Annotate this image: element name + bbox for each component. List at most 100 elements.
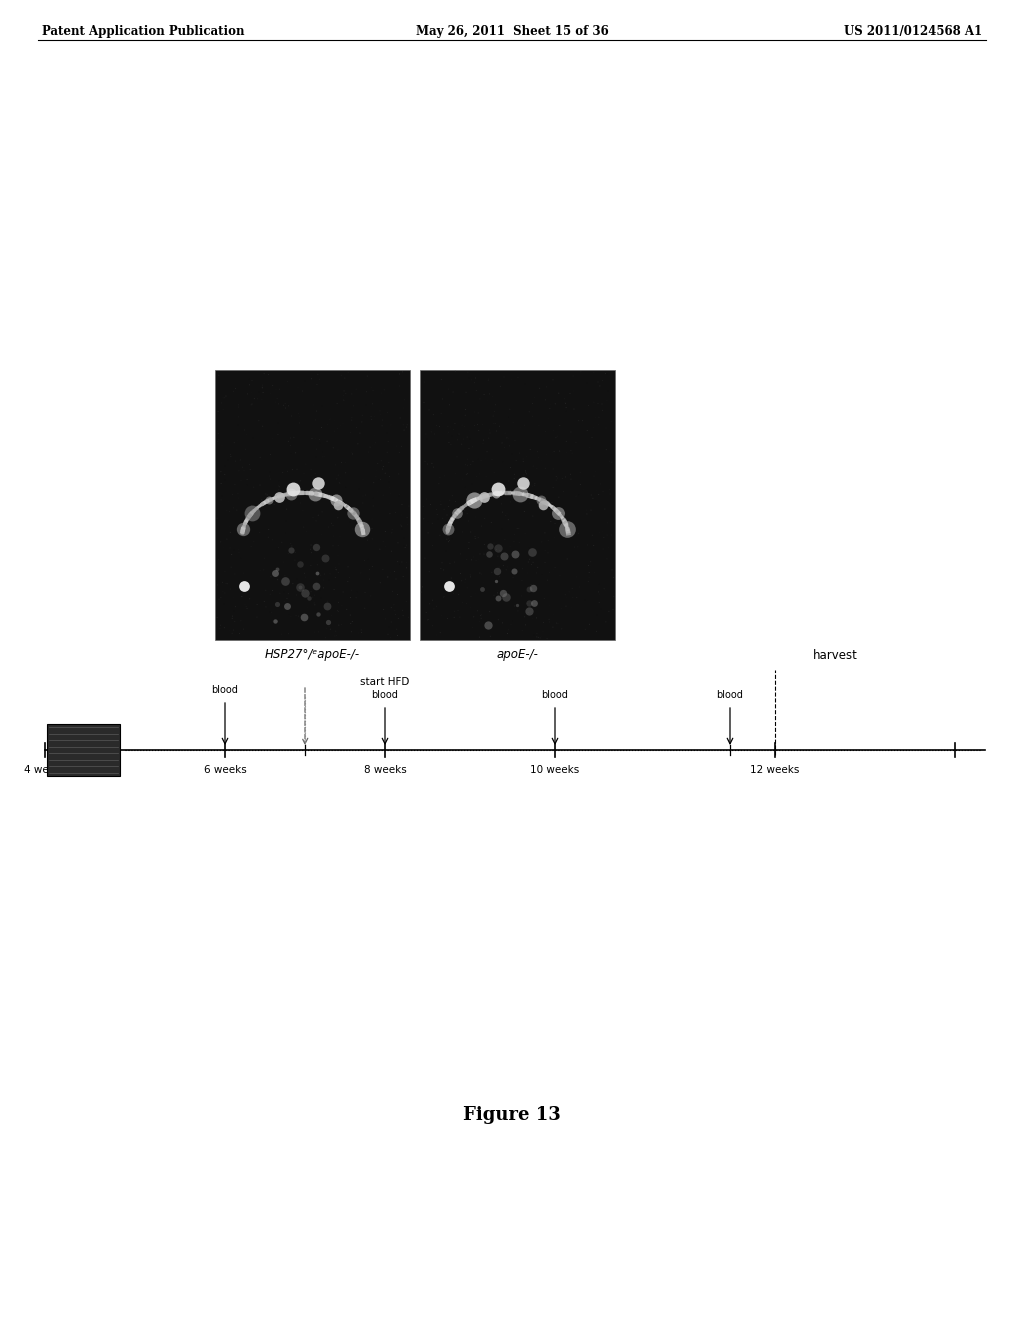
Point xyxy=(322,564,338,585)
Point xyxy=(562,463,579,484)
Point xyxy=(542,397,558,418)
Point xyxy=(464,474,480,495)
Point xyxy=(328,624,344,645)
Point xyxy=(454,570,470,591)
Point xyxy=(581,566,597,587)
Point xyxy=(496,367,512,388)
Point xyxy=(387,517,403,539)
Point xyxy=(241,388,257,409)
Point xyxy=(308,536,325,557)
Point xyxy=(268,470,285,491)
Point xyxy=(496,556,512,577)
Point xyxy=(234,573,251,594)
Point xyxy=(557,392,573,413)
Point xyxy=(233,586,250,607)
Text: blood: blood xyxy=(212,685,239,696)
Point xyxy=(467,507,483,528)
Point xyxy=(322,409,338,430)
Point xyxy=(343,409,359,430)
Point xyxy=(343,579,359,601)
Point xyxy=(589,605,605,626)
Point xyxy=(305,483,322,504)
Point xyxy=(347,516,364,537)
Point xyxy=(256,560,272,581)
Point xyxy=(381,471,397,492)
Point xyxy=(381,466,397,487)
Point xyxy=(419,572,435,593)
Point xyxy=(525,577,542,598)
Point xyxy=(494,433,510,454)
Point xyxy=(521,549,538,570)
Point xyxy=(523,541,540,562)
Point xyxy=(215,399,231,420)
Point xyxy=(244,381,260,403)
Point xyxy=(550,467,566,488)
Point xyxy=(276,393,293,414)
Point xyxy=(262,383,279,404)
Point xyxy=(321,516,337,537)
Point xyxy=(535,620,551,642)
Point xyxy=(447,463,464,484)
Point xyxy=(258,483,274,504)
Point xyxy=(292,577,308,598)
Point xyxy=(563,469,580,490)
Point xyxy=(262,583,279,605)
Point xyxy=(444,486,461,507)
Point xyxy=(561,474,578,495)
Point xyxy=(268,379,285,400)
Point xyxy=(364,508,380,529)
Point xyxy=(473,450,489,471)
Point xyxy=(328,560,344,581)
Point xyxy=(230,539,247,560)
Point xyxy=(384,519,400,540)
Point xyxy=(340,570,356,591)
Point xyxy=(387,599,403,620)
Point xyxy=(219,375,236,396)
Point xyxy=(332,440,348,461)
Point xyxy=(595,480,611,502)
Point xyxy=(490,537,507,558)
Point xyxy=(579,420,595,441)
Point xyxy=(313,524,330,545)
Point xyxy=(528,627,545,648)
Point xyxy=(335,413,351,434)
Point xyxy=(340,556,356,577)
Point xyxy=(346,498,362,519)
Point xyxy=(303,535,319,556)
Point xyxy=(358,381,375,403)
Text: 4 weeks: 4 weeks xyxy=(24,766,67,775)
Point xyxy=(226,432,243,453)
Point xyxy=(424,432,440,453)
Point xyxy=(451,583,467,605)
Point xyxy=(597,363,613,384)
Point xyxy=(574,411,591,432)
Point xyxy=(502,536,518,557)
Point xyxy=(583,484,599,506)
Point xyxy=(335,385,351,407)
Point xyxy=(328,454,344,475)
Point xyxy=(262,444,279,465)
Point xyxy=(480,614,497,635)
Point xyxy=(375,455,391,477)
Point xyxy=(454,414,470,436)
Point xyxy=(246,495,262,516)
Point xyxy=(318,595,335,616)
Point xyxy=(264,425,281,446)
Point xyxy=(482,422,499,444)
Point xyxy=(440,531,457,552)
Point xyxy=(597,499,613,520)
Point xyxy=(258,579,274,601)
Point xyxy=(391,486,408,507)
Point xyxy=(306,593,323,614)
Point xyxy=(473,603,489,624)
Point xyxy=(506,531,522,552)
Point xyxy=(327,566,343,587)
Point xyxy=(599,548,615,569)
Point xyxy=(443,511,460,532)
Point xyxy=(227,378,244,399)
Point xyxy=(352,422,369,444)
Point xyxy=(473,516,489,537)
Point xyxy=(484,385,501,407)
Point xyxy=(344,519,360,540)
Point xyxy=(420,609,436,630)
